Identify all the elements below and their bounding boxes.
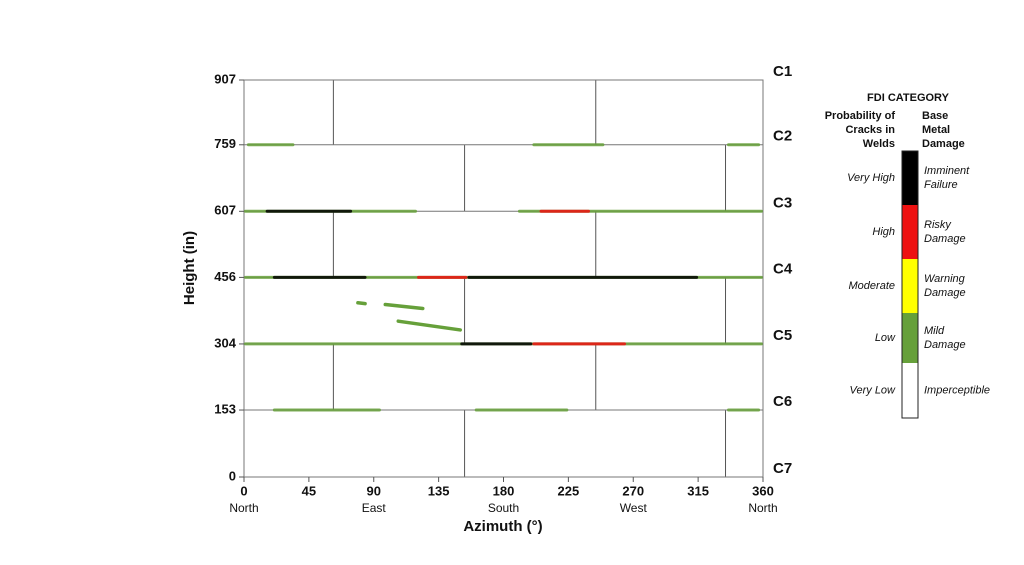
weld-damage	[539, 209, 590, 213]
x-tick-label: 225	[558, 483, 580, 498]
legend-metal-label: Warning	[924, 273, 966, 285]
course-label: C3	[773, 194, 792, 211]
x-tick-label: 315	[687, 483, 709, 498]
base-metal-crack	[396, 319, 462, 332]
legend-weld-label: Very High	[847, 172, 895, 184]
course-label: C6	[773, 393, 792, 410]
legend-header: Base	[922, 110, 948, 122]
y-tick-label: 153	[214, 401, 236, 416]
legend-header: Metal	[922, 124, 950, 136]
x-tick-label: 180	[493, 483, 515, 498]
legend-metal-label: Imminent	[924, 165, 970, 177]
legend-swatch	[902, 205, 918, 259]
legend-metal-label: Mild	[924, 325, 945, 337]
direction-label: South	[488, 501, 519, 515]
base-metal-crack	[383, 302, 425, 311]
y-tick-label: 607	[214, 203, 236, 218]
direction-label: West	[620, 501, 648, 515]
weld-damage	[474, 408, 569, 412]
course-label: C5	[773, 327, 792, 344]
weld-damage	[246, 143, 295, 147]
legend-metal-label: Damage	[924, 233, 966, 245]
legend-swatch	[902, 363, 918, 418]
legend-header: Probability of	[825, 110, 896, 122]
y-tick-label: 759	[214, 136, 236, 151]
y-tick-label: 907	[214, 71, 236, 86]
weld-damage	[532, 342, 627, 346]
weld-damage	[460, 342, 533, 346]
legend-bar-frame	[901, 150, 919, 419]
y-tick-label: 456	[214, 269, 236, 284]
legend-metal-label: Imperceptible	[924, 384, 990, 396]
legend-weld-label: Low	[875, 332, 896, 344]
legend-metal-label: Risky	[924, 219, 952, 231]
legend-swatch	[902, 151, 918, 205]
legend-swatch	[902, 259, 918, 313]
direction-label: East	[362, 501, 387, 515]
direction-label: North	[229, 501, 258, 515]
weld-damage	[532, 143, 605, 147]
weld-damage	[272, 408, 381, 412]
weld-damage	[265, 209, 353, 213]
y-tick-label: 0	[229, 468, 236, 483]
x-axis-label: Azimuth (°)	[463, 518, 542, 535]
x-tick-label: 135	[428, 483, 450, 498]
weld-damage	[467, 275, 699, 279]
weld-damage	[272, 275, 367, 279]
legend-header: Cracks in	[845, 124, 895, 136]
x-tick-label: 90	[367, 483, 381, 498]
direction-label: North	[748, 501, 777, 515]
course-label: C4	[773, 260, 793, 277]
course-label: C2	[773, 128, 792, 145]
x-tick-label: 0	[240, 483, 247, 498]
x-tick-label: 360	[752, 483, 774, 498]
x-tick-label: 45	[302, 483, 316, 498]
legend-metal-label: Damage	[924, 339, 966, 351]
legend-metal-label: Damage	[924, 287, 966, 299]
course-label: C7	[773, 460, 792, 477]
legend-header: Damage	[922, 138, 965, 150]
legend-swatch	[902, 313, 918, 363]
legend-weld-label: Moderate	[849, 280, 895, 292]
legend-header: Welds	[863, 138, 895, 150]
x-tick-label: 270	[622, 483, 644, 498]
course-label: C1	[773, 63, 792, 80]
legend-weld-label: High	[872, 226, 895, 238]
weld-damage	[417, 275, 468, 279]
weld-damage	[726, 143, 761, 147]
legend-metal-label: Failure	[924, 179, 958, 191]
base-metal-crack	[356, 301, 367, 306]
legend-weld-label: Very Low	[850, 384, 897, 396]
weld-damage	[726, 408, 761, 412]
y-axis-label: Height (in)	[181, 231, 198, 305]
legend-title: FDI CATEGORY	[867, 92, 950, 104]
y-tick-label: 304	[214, 335, 236, 350]
